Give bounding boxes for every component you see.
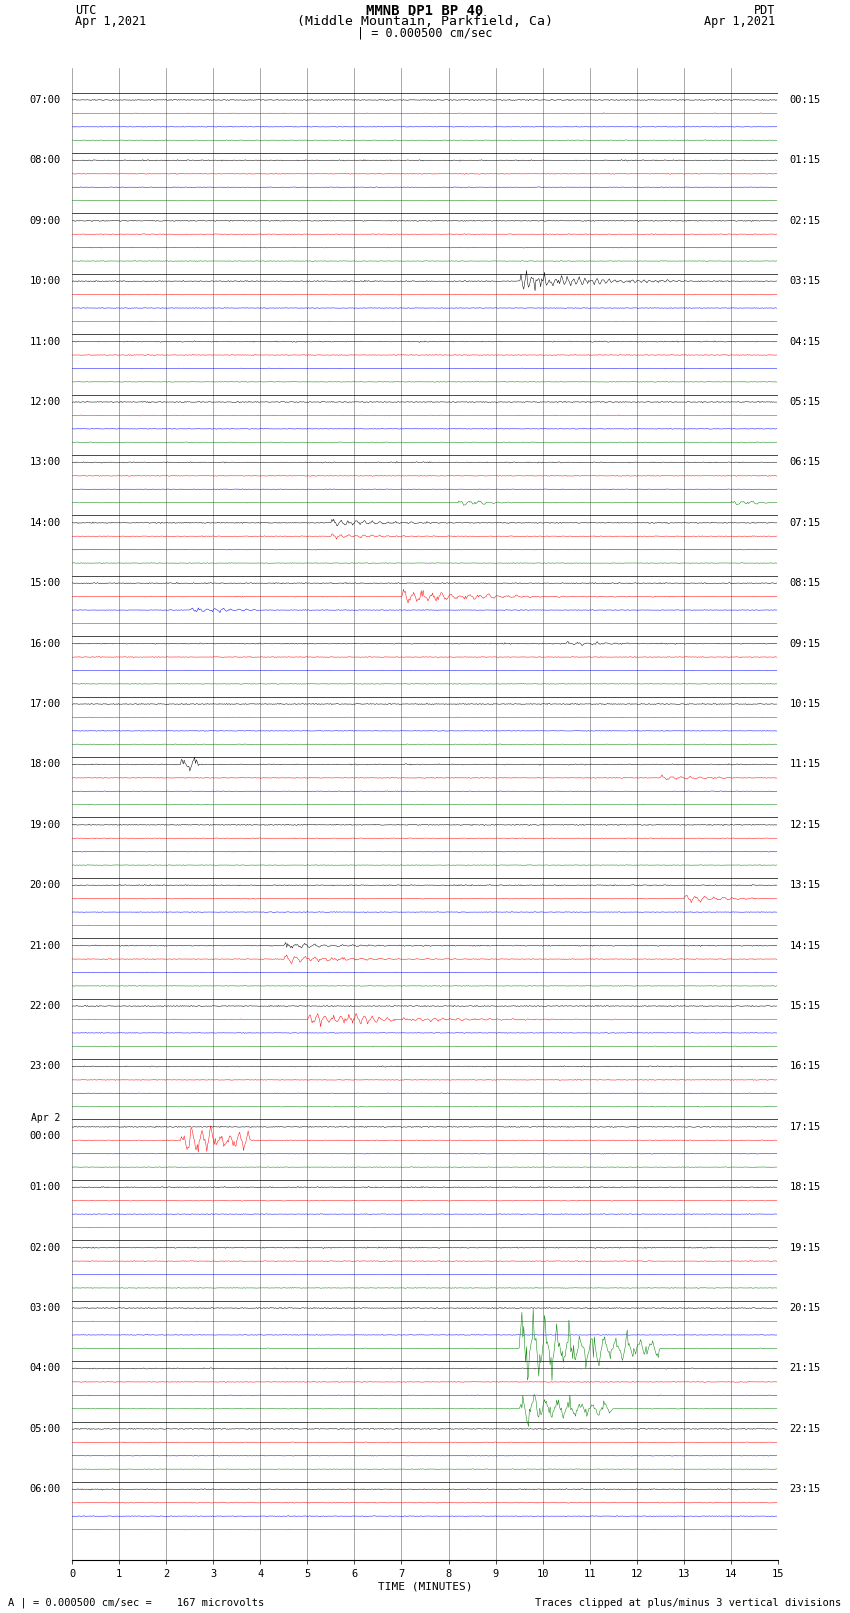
Text: 13:15: 13:15 [790,881,821,890]
Text: 07:15: 07:15 [790,518,821,527]
Text: 19:00: 19:00 [29,819,60,829]
Text: 03:00: 03:00 [29,1303,60,1313]
Text: 13:00: 13:00 [29,458,60,468]
X-axis label: TIME (MINUTES): TIME (MINUTES) [377,1582,473,1592]
Text: 05:15: 05:15 [790,397,821,406]
Text: 17:00: 17:00 [29,698,60,710]
Text: 06:00: 06:00 [29,1484,60,1494]
Text: 17:15: 17:15 [790,1123,821,1132]
Text: 01:00: 01:00 [29,1182,60,1192]
Text: 18:15: 18:15 [790,1182,821,1192]
Text: 09:00: 09:00 [29,216,60,226]
Text: 18:00: 18:00 [29,760,60,769]
Text: 07:00: 07:00 [29,95,60,105]
Text: Apr 1,2021: Apr 1,2021 [704,15,775,27]
Text: 22:15: 22:15 [790,1424,821,1434]
Text: Apr 2: Apr 2 [31,1113,60,1123]
Text: 20:15: 20:15 [790,1303,821,1313]
Text: 11:00: 11:00 [29,337,60,347]
Text: 02:15: 02:15 [790,216,821,226]
Text: 21:00: 21:00 [29,940,60,950]
Text: 01:15: 01:15 [790,155,821,166]
Text: 08:15: 08:15 [790,577,821,589]
Text: PDT: PDT [754,5,775,18]
Text: Traces clipped at plus/minus 3 vertical divisions: Traces clipped at plus/minus 3 vertical … [536,1598,842,1608]
Text: (Middle Mountain, Parkfield, Ca): (Middle Mountain, Parkfield, Ca) [297,16,553,29]
Text: 12:15: 12:15 [790,819,821,829]
Text: 16:15: 16:15 [790,1061,821,1071]
Text: 00:15: 00:15 [790,95,821,105]
Text: 11:15: 11:15 [790,760,821,769]
Text: 20:00: 20:00 [29,881,60,890]
Text: 04:00: 04:00 [29,1363,60,1374]
Text: 08:00: 08:00 [29,155,60,166]
Text: 03:15: 03:15 [790,276,821,286]
Text: 19:15: 19:15 [790,1242,821,1253]
Text: 04:15: 04:15 [790,337,821,347]
Text: | = 0.000500 cm/sec: | = 0.000500 cm/sec [357,26,493,39]
Text: 16:00: 16:00 [29,639,60,648]
Text: 23:00: 23:00 [29,1061,60,1071]
Text: 05:00: 05:00 [29,1424,60,1434]
Text: 10:15: 10:15 [790,698,821,710]
Text: 02:00: 02:00 [29,1242,60,1253]
Text: 14:15: 14:15 [790,940,821,950]
Text: 15:00: 15:00 [29,577,60,589]
Text: 21:15: 21:15 [790,1363,821,1374]
Text: 15:15: 15:15 [790,1002,821,1011]
Text: 10:00: 10:00 [29,276,60,286]
Text: Apr 1,2021: Apr 1,2021 [75,15,146,27]
Text: 14:00: 14:00 [29,518,60,527]
Text: 12:00: 12:00 [29,397,60,406]
Text: 09:15: 09:15 [790,639,821,648]
Text: UTC: UTC [75,5,96,18]
Text: 22:00: 22:00 [29,1002,60,1011]
Text: MMNB DP1 BP 40: MMNB DP1 BP 40 [366,5,484,18]
Text: 00:00: 00:00 [29,1131,60,1140]
Text: 23:15: 23:15 [790,1484,821,1494]
Text: 06:15: 06:15 [790,458,821,468]
Text: A | = 0.000500 cm/sec =    167 microvolts: A | = 0.000500 cm/sec = 167 microvolts [8,1597,264,1608]
